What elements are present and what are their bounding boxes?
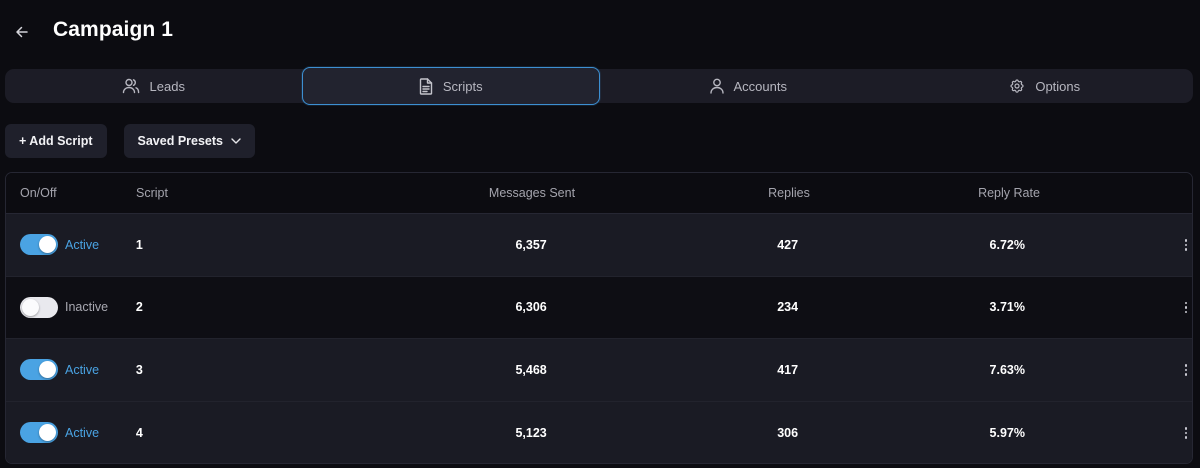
actions-cell xyxy=(1160,362,1192,378)
reply-rate-cell: 3.71% xyxy=(989,300,1025,315)
add-script-button[interactable]: + Add Script xyxy=(5,124,107,158)
on-off-cell: Active xyxy=(6,422,122,444)
toggle-knob xyxy=(22,298,39,316)
column-header-messages-sent: Messages Sent xyxy=(488,186,576,200)
messages-sent-cell: 5,123 xyxy=(515,425,547,440)
actions-cell xyxy=(1160,237,1192,253)
page-header: Campaign 1 xyxy=(0,0,1200,64)
arrow-left-icon xyxy=(16,26,28,38)
toolbar: + Add Script Saved Presets xyxy=(5,124,255,158)
script-cell: 3 xyxy=(135,362,143,377)
replies-cell: 417 xyxy=(777,362,799,377)
back-button[interactable] xyxy=(12,22,32,42)
messages-sent-cell: 6,306 xyxy=(515,300,547,315)
tab-accounts[interactable]: Accounts xyxy=(600,69,897,103)
script-cell: 1 xyxy=(135,237,143,252)
status-label: Inactive xyxy=(65,300,109,315)
table-row: Active 3 5,468 417 7.63% xyxy=(6,339,1192,402)
status-label: Active xyxy=(65,425,100,440)
table-row: Active 1 6,357 427 6.72% xyxy=(6,214,1192,277)
gear-icon xyxy=(1010,79,1024,93)
more-vertical-icon[interactable] xyxy=(1180,362,1192,378)
toggle-knob xyxy=(39,361,56,379)
on-off-cell: Active xyxy=(6,359,122,381)
table-row: Active 4 5,123 306 5.97% xyxy=(6,401,1192,463)
script-cell: 2 xyxy=(135,300,143,315)
user-icon xyxy=(709,78,724,94)
status-label: Active xyxy=(65,362,100,377)
replies-cell: 306 xyxy=(777,425,799,440)
more-vertical-icon[interactable] xyxy=(1180,237,1192,253)
messages-sent-cell: 5,468 xyxy=(515,362,547,377)
users-icon xyxy=(122,78,139,94)
status-toggle[interactable] xyxy=(20,359,58,381)
more-vertical-icon[interactable] xyxy=(1180,299,1192,315)
status-label: Active xyxy=(65,237,100,252)
tab-leads[interactable]: Leads xyxy=(5,69,302,103)
scripts-table: On/Off Script Messages Sent Replies Repl… xyxy=(5,172,1193,464)
column-header-on-off: On/Off xyxy=(20,186,57,200)
tab-scripts[interactable]: Scripts xyxy=(301,67,600,105)
table-header: On/Off Script Messages Sent Replies Repl… xyxy=(6,173,1192,214)
tab-label: Accounts xyxy=(733,78,787,94)
saved-presets-label: Saved Presets xyxy=(137,134,223,148)
status-toggle[interactable] xyxy=(20,234,58,256)
on-off-cell: Active xyxy=(6,234,122,256)
replies-cell: 234 xyxy=(777,300,799,315)
reply-rate-cell: 6.72% xyxy=(989,237,1025,252)
tab-options[interactable]: Options xyxy=(897,69,1194,103)
reply-rate-cell: 7.63% xyxy=(989,362,1025,377)
tab-bar: Leads Scripts Accounts Options xyxy=(5,67,1194,105)
chevron-down-icon xyxy=(231,138,241,144)
script-cell: 4 xyxy=(135,425,143,440)
toggle-knob xyxy=(39,424,56,442)
more-vertical-icon[interactable] xyxy=(1180,425,1192,441)
replies-cell: 427 xyxy=(777,237,799,252)
actions-cell xyxy=(1160,425,1192,441)
toggle-knob xyxy=(39,236,56,254)
on-off-cell: Inactive xyxy=(6,296,122,318)
tab-label: Leads xyxy=(149,78,185,94)
table-row: Inactive 2 6,306 234 3.71% xyxy=(6,276,1192,339)
page-title: Campaign 1 xyxy=(53,18,174,41)
column-header-script: Script xyxy=(136,186,168,200)
column-header-reply-rate: Reply Rate xyxy=(978,186,1040,200)
tab-label: Scripts xyxy=(442,78,483,94)
status-toggle[interactable] xyxy=(20,422,58,444)
document-icon xyxy=(419,77,433,95)
reply-rate-cell: 5.97% xyxy=(989,425,1025,440)
status-toggle[interactable] xyxy=(20,296,58,318)
actions-cell xyxy=(1160,299,1192,315)
saved-presets-dropdown[interactable]: Saved Presets xyxy=(123,124,255,158)
add-script-label: + Add Script xyxy=(19,134,93,148)
column-header-replies: Replies xyxy=(768,186,810,200)
messages-sent-cell: 6,357 xyxy=(515,237,547,252)
tab-label: Options xyxy=(1035,78,1081,94)
